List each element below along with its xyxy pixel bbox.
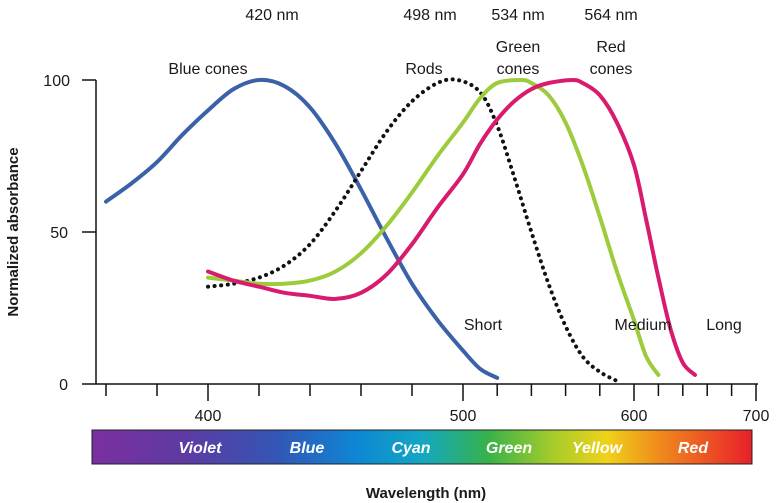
series-line-blue-cones: [104, 77, 500, 380]
series-label-blue-cones: Blue cones: [168, 61, 247, 78]
series-label-green-cones: Green cones: [496, 39, 540, 78]
band-label-blue: Blue: [290, 440, 325, 457]
x-tick-marks: [105, 384, 757, 401]
peak-label-420: 420 nm: [245, 7, 298, 24]
band-label-red: Red: [678, 440, 709, 457]
y-axis-title: Normalized absorbance: [5, 147, 22, 316]
series-line-red-cones: [206, 78, 697, 377]
series-label-red-cones: Red cones: [590, 39, 633, 78]
end-label-short: Short: [464, 317, 503, 334]
series-label-rods: Rods: [405, 61, 442, 78]
y-tick-label: 100: [43, 73, 70, 90]
series-line-rods: [206, 77, 619, 383]
end-label-medium: Medium: [615, 317, 672, 334]
end-label-long: Long: [706, 317, 742, 334]
band-label-yellow: Yellow: [572, 440, 624, 457]
series-line-green-cones: [206, 78, 661, 377]
spectrum-band: [91, 429, 753, 465]
x-tick-label: 700: [743, 408, 770, 425]
band-label-cyan: Cyan: [391, 440, 430, 457]
band-label-violet: Violet: [179, 440, 223, 457]
peak-label-498: 498 nm: [403, 7, 456, 24]
y-tick-label: 50: [50, 225, 68, 242]
x-tick-label: 400: [195, 408, 222, 425]
x-axis-title: Wavelength (nm): [366, 485, 486, 502]
band-label-green: Green: [486, 440, 532, 457]
y-tick-marks: [82, 79, 96, 385]
peak-label-534: 534 nm: [491, 7, 544, 24]
peak-label-564: 564 nm: [584, 7, 637, 24]
x-tick-label: 600: [621, 408, 648, 425]
x-tick-label: 500: [450, 408, 477, 425]
y-tick-label: 0: [59, 377, 68, 394]
